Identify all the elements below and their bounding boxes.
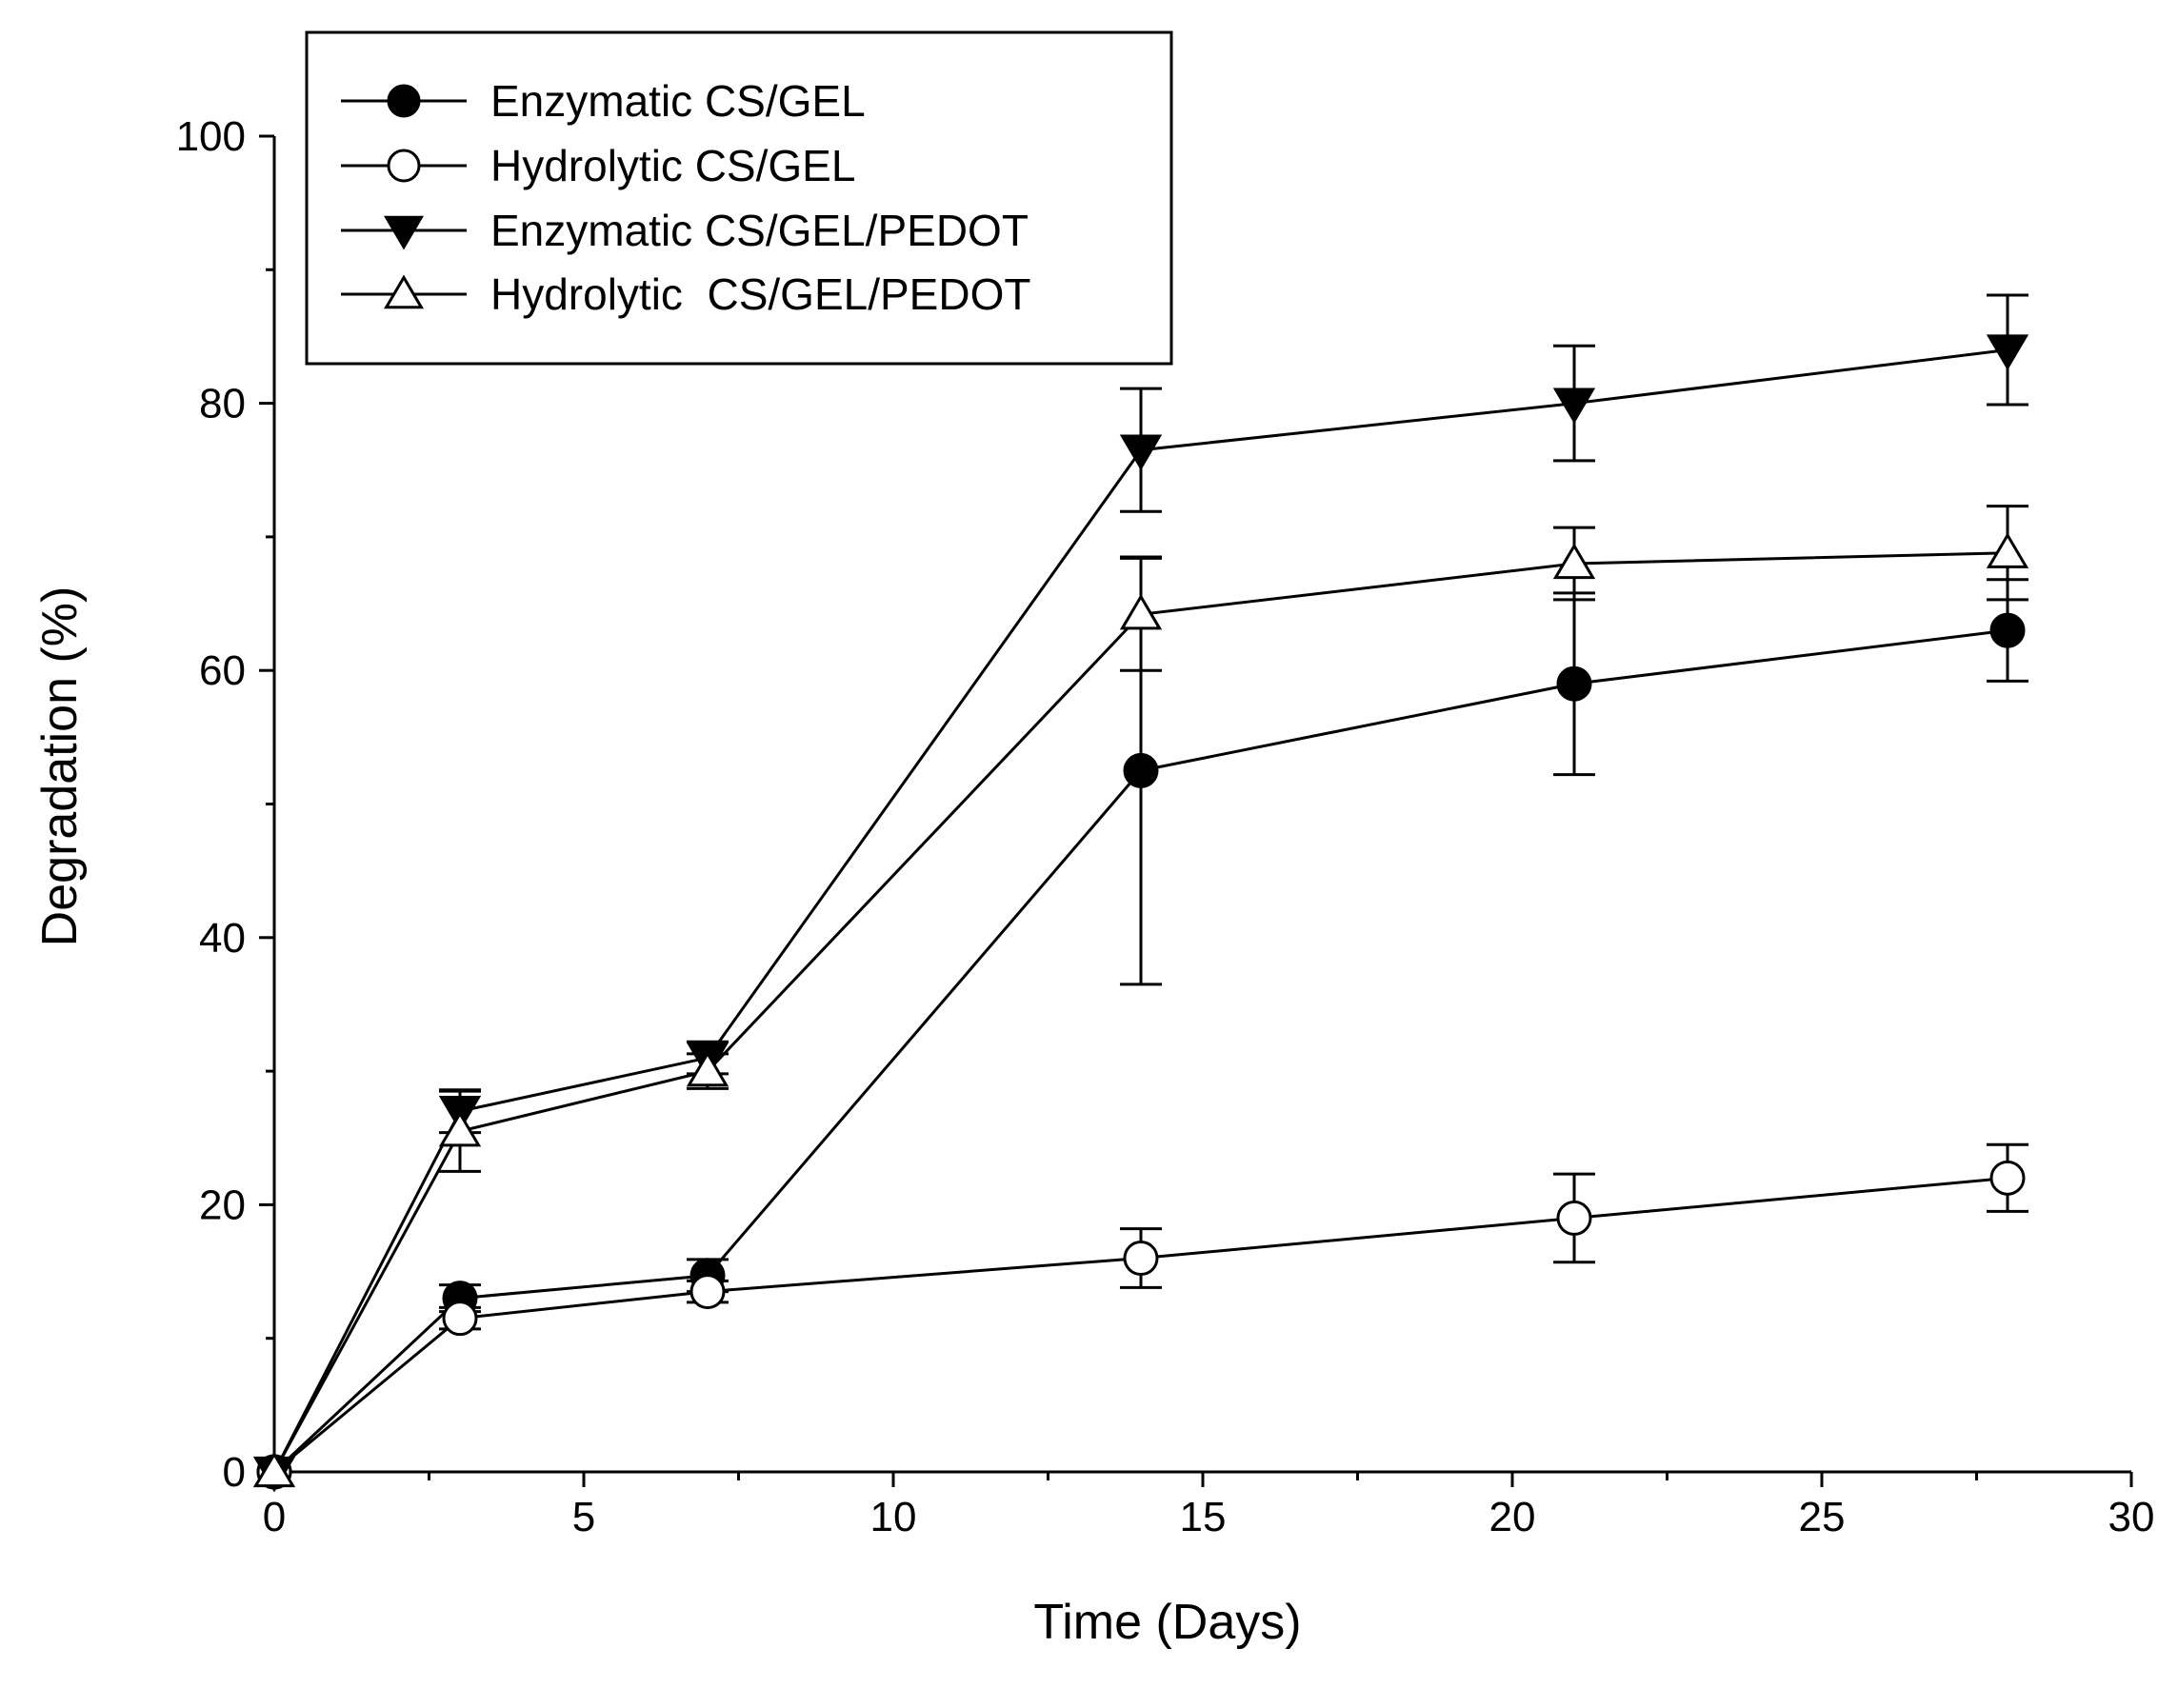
x-tick-label: 15 [1180,1494,1227,1540]
x-tick-label: 30 [2108,1494,2155,1540]
data-point [1552,387,1596,425]
y-tick-label: 0 [223,1449,246,1496]
series-line [272,628,2008,1474]
data-point [1989,1160,2026,1196]
data-point [1989,612,2026,648]
data-point [1556,1200,1592,1236]
y-tick-label: 100 [176,113,246,160]
data-point [1123,1241,1159,1277]
series-layer [252,293,2029,1493]
y-axis-label: Degradation (%) [32,586,88,947]
axes: 0 5 10 15 20 25 30 0 20 40 60 80 100 [176,113,2155,1540]
data-point [689,1274,726,1310]
series-line [273,1176,2008,1474]
series-line [272,551,2008,1473]
legend-marker [387,84,421,118]
legend-marker [383,215,425,250]
y-tick-label: 40 [199,915,246,962]
data-point [1123,752,1159,788]
series-2 [256,1142,2028,1490]
data-point [1986,532,2029,568]
legend-label: Hydrolytic CS/GEL [490,141,855,190]
legend-label: Enzymatic CS/GEL [490,76,866,126]
x-tick-label: 20 [1489,1494,1536,1540]
data-point [438,1110,482,1147]
legend-marker [387,149,421,183]
x-tick-label: 25 [1799,1494,1846,1540]
legend-label: Hydrolytic CS/GEL/PEDOT [490,269,1030,319]
legend-marker [383,274,425,309]
series-3 [252,293,2029,1493]
x-tick-label: 5 [572,1494,595,1540]
data-point [252,1451,296,1488]
data-point [1119,434,1163,471]
data-point [1556,665,1592,702]
series-4 [252,505,2029,1488]
series-1 [256,555,2028,1490]
series-line [272,348,2008,1473]
x-tick-label: 10 [870,1494,917,1540]
legend-box [305,30,1173,366]
data-point [1986,334,2029,371]
y-tick-label: 20 [199,1182,246,1228]
legend: Enzymatic CS/GEL Hydrolytic CS/GEL Enzymat… [305,30,1173,366]
x-axis-label: Time (Days) [1033,1595,1301,1650]
data-point [686,1050,729,1087]
data-point [1552,543,1596,580]
y-tick-label: 80 [199,381,246,427]
x-tick-label: 0 [263,1494,286,1540]
legend-label: Enzymatic CS/GEL/PEDOT [490,206,1029,255]
y-tick-label: 60 [199,647,246,694]
data-point [442,1301,478,1337]
data-point [1119,593,1163,630]
